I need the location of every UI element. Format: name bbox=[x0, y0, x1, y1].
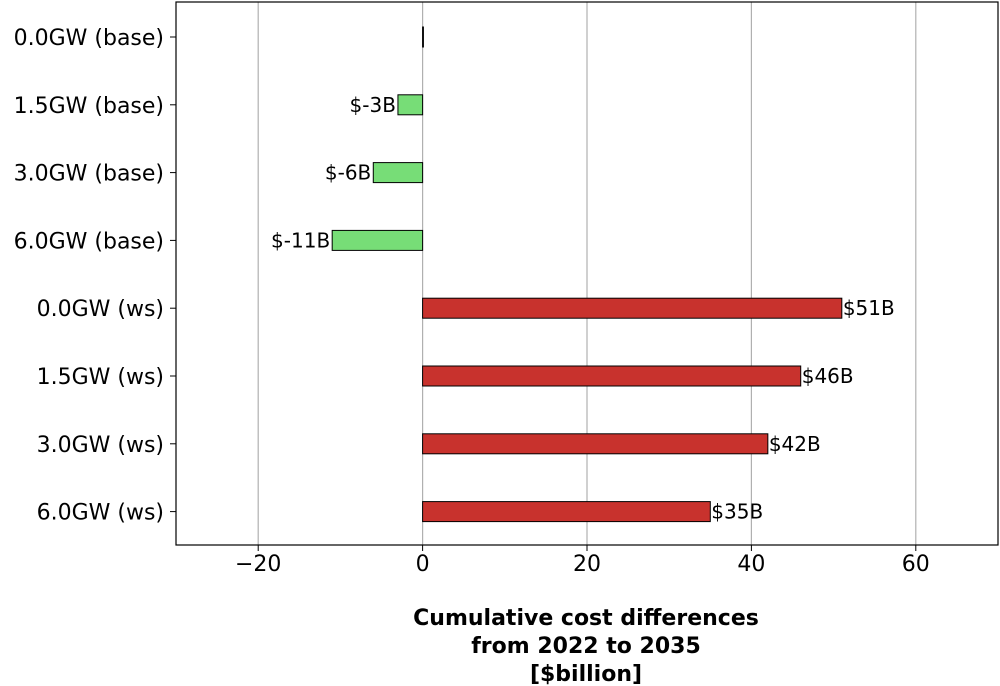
x-tick-label: 60 bbox=[902, 552, 930, 577]
data-label: $-3B bbox=[350, 93, 396, 117]
bar bbox=[331, 229, 424, 251]
x-tick-labels: −20 0 20 40 60 bbox=[235, 552, 930, 577]
y-tick-label: 6.0GW (base) bbox=[14, 229, 164, 254]
y-tick-label: 0.0GW (base) bbox=[14, 26, 164, 51]
plot-frame bbox=[175, 1, 999, 546]
x-axis-label-line-2: from 2022 to 2035 bbox=[471, 634, 701, 659]
y-tick-label: 0.0GW (ws) bbox=[37, 297, 164, 322]
y-tick-label: 3.0GW (base) bbox=[14, 162, 164, 187]
y-tick-label: 1.5GW (ws) bbox=[37, 365, 164, 390]
bar bbox=[422, 26, 424, 48]
y-tick-label: 3.0GW (ws) bbox=[37, 433, 164, 458]
x-tick-label: 0 bbox=[416, 552, 430, 577]
x-axis-label-line-1: Cumulative cost differences bbox=[413, 606, 759, 631]
bar bbox=[372, 162, 424, 184]
data-label: $51B bbox=[843, 296, 895, 320]
data-label: $-11B bbox=[271, 228, 330, 252]
x-tick-label: −20 bbox=[235, 552, 281, 577]
bar bbox=[422, 365, 802, 387]
y-tick-label: 6.0GW (ws) bbox=[37, 501, 164, 526]
grid-lines bbox=[257, 2, 917, 551]
bar bbox=[397, 94, 424, 116]
bars bbox=[331, 26, 843, 523]
data-label: $42B bbox=[769, 432, 821, 456]
data-label: $35B bbox=[711, 500, 763, 524]
data-label: $46B bbox=[802, 364, 854, 388]
bar bbox=[422, 501, 711, 523]
x-tick-label: 40 bbox=[737, 552, 765, 577]
y-tick-labels: 0.0GW (base) 1.5GW (base) 3.0GW (base) 6.0G… bbox=[14, 26, 176, 526]
x-axis-label-line-3: [$billion] bbox=[530, 662, 642, 686]
x-tick-label: 20 bbox=[573, 552, 601, 577]
y-tick-label: 1.5GW (base) bbox=[14, 94, 164, 119]
bar bbox=[422, 297, 843, 319]
bar bbox=[422, 433, 769, 455]
data-label: $-6B bbox=[325, 161, 371, 185]
data-labels: $-3B $-6B $-11B $51B $46B $42B $35B bbox=[271, 93, 895, 524]
